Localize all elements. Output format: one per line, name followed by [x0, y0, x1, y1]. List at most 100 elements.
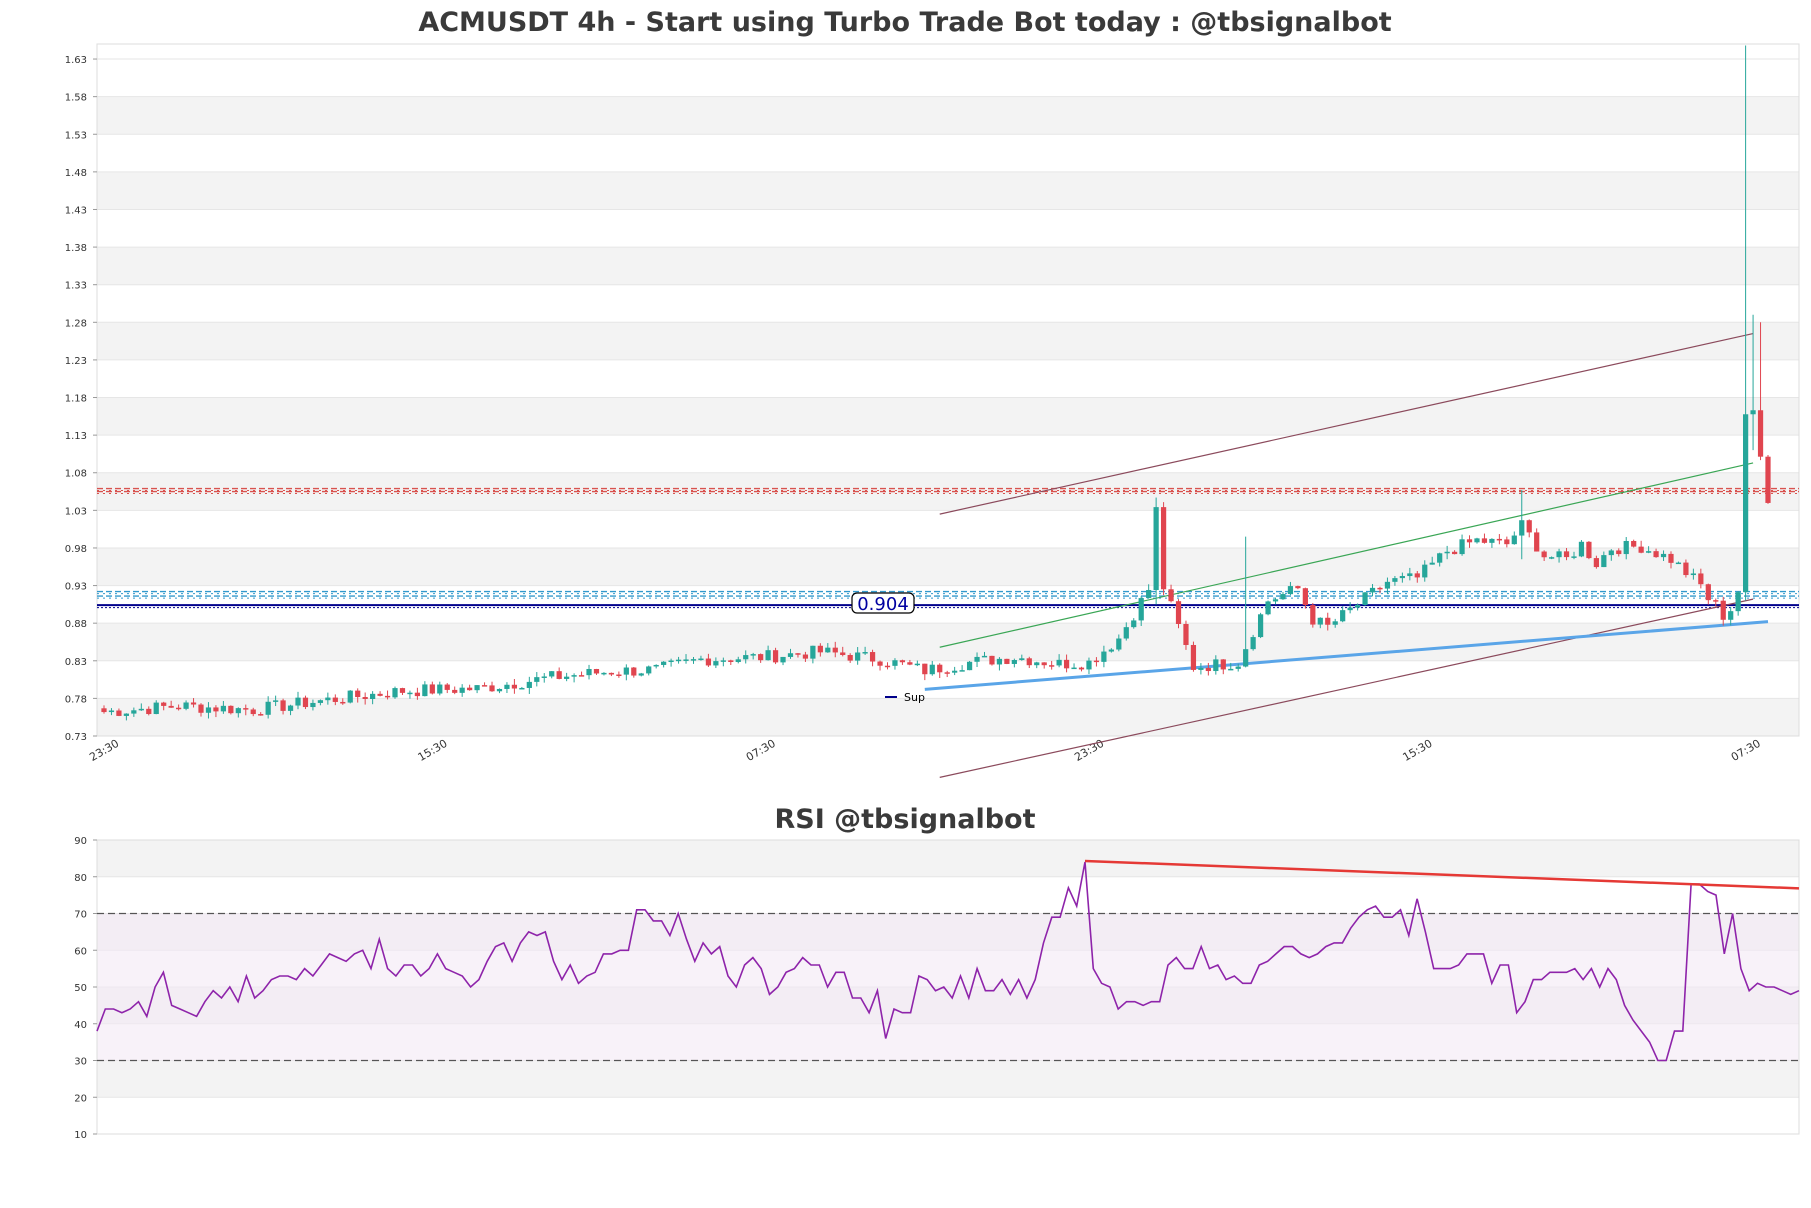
rsi-y-tick-label: 60	[74, 946, 87, 957]
price-x-tick-label: 07:30	[1729, 737, 1763, 764]
candle-body	[1690, 573, 1696, 576]
candle-body	[183, 702, 189, 709]
candle-body	[1623, 540, 1629, 555]
candle-body	[1578, 541, 1585, 557]
candle-body	[1668, 553, 1674, 563]
price-trendline	[924, 620, 1769, 691]
candle-body	[922, 663, 928, 675]
candle-body	[1123, 627, 1129, 639]
candle-body	[332, 697, 338, 702]
candle-body	[1101, 651, 1107, 662]
price-trendline	[939, 333, 1754, 515]
candle-body	[1153, 507, 1159, 590]
candle-body	[377, 693, 383, 696]
candle-body	[1041, 662, 1047, 666]
candle-body	[661, 661, 667, 665]
legend-sup-label: Sup	[904, 691, 925, 704]
candle-body	[176, 707, 182, 710]
candle-body	[1243, 649, 1249, 667]
rsi-y-tick-label: 20	[74, 1093, 87, 1104]
candle-body	[1548, 557, 1555, 559]
candle-body	[772, 650, 779, 663]
candle-body	[190, 702, 197, 705]
price-grid-band	[97, 698, 1799, 736]
candle-body	[1534, 532, 1540, 552]
candle-body	[1422, 564, 1428, 578]
rsi-y-axis: 90 80 70 60 50 40 30 20 10	[74, 836, 97, 1141]
candle-body	[1705, 584, 1711, 601]
candle-body	[1295, 586, 1301, 589]
price-x-tick-label: 23:30	[87, 737, 121, 764]
price-candles	[101, 45, 1771, 721]
candle-body	[1302, 588, 1308, 606]
candle-body	[556, 671, 562, 679]
candle-body	[101, 708, 107, 713]
candle-body	[243, 708, 249, 710]
price-y-tick-label: 1.18	[65, 394, 87, 405]
candle-body	[750, 654, 756, 656]
candle-body	[317, 700, 324, 703]
candle-body	[549, 671, 555, 677]
candle-body	[564, 676, 570, 679]
candle-body	[235, 708, 241, 714]
price-trendlines	[924, 333, 1769, 778]
price-y-tick-label: 0.93	[65, 582, 87, 593]
price-chart-title: ACMUSDT 4h - Start using Turbo Trade Bot…	[418, 7, 1391, 38]
candle-body	[347, 690, 353, 703]
rsi-reference-lines	[97, 912, 1799, 1062]
candle-body	[1541, 551, 1547, 558]
candle-body	[340, 701, 346, 704]
price-y-tick-label: 1.08	[65, 469, 87, 480]
candle-body	[123, 713, 129, 716]
candle-body	[1407, 573, 1413, 577]
price-x-tick-label: 23:30	[1072, 737, 1106, 764]
candle-body	[981, 655, 988, 658]
candle-body	[1086, 660, 1092, 670]
candle-body	[713, 661, 719, 666]
level-price-label: 0.904	[857, 594, 909, 615]
candle-body	[355, 690, 361, 698]
price-grid-band	[97, 397, 1799, 436]
candle-body	[1429, 562, 1435, 565]
candle-body	[1698, 573, 1704, 585]
candle-body	[825, 647, 831, 653]
candle-body	[907, 662, 913, 665]
candle-body	[370, 693, 376, 700]
price-y-tick-label: 1.43	[65, 205, 87, 216]
candle-body	[802, 654, 809, 659]
candle-body	[1034, 662, 1040, 666]
candle-body	[966, 661, 973, 671]
candle-body	[474, 685, 480, 691]
candle-body	[855, 652, 861, 661]
candle-body	[213, 707, 219, 712]
candle-body	[743, 655, 749, 660]
rsi-y-tick-label: 40	[74, 1020, 87, 1031]
level-price-label-group: 0.904	[851, 592, 915, 615]
candle-body	[1108, 649, 1114, 652]
candle-body	[631, 667, 637, 676]
candle-body	[168, 705, 174, 708]
price-plot-frame	[96, 43, 1800, 737]
candle-body	[1377, 587, 1383, 590]
candle-body	[728, 660, 734, 663]
price-y-tick-label: 0.78	[65, 694, 87, 705]
candle-body	[1638, 546, 1644, 553]
rsi-y-tick-label: 10	[74, 1130, 87, 1141]
candle-body	[1325, 617, 1331, 625]
candle-body	[310, 702, 316, 708]
candle-body	[571, 675, 577, 677]
candle-body	[959, 670, 965, 672]
candle-body	[1735, 592, 1741, 612]
candle-body	[1414, 573, 1420, 578]
price-x-tick-label: 15:30	[416, 737, 450, 764]
candle-body	[1586, 541, 1592, 559]
rsi-line-group	[96, 859, 1800, 1062]
candle-body	[675, 659, 682, 662]
candle-body	[1571, 556, 1577, 558]
candle-body	[1228, 668, 1234, 671]
price-y-tick-label: 1.48	[65, 168, 87, 179]
candle-body	[1220, 659, 1226, 670]
candle-body	[1563, 551, 1570, 558]
price-y-tick-label: 1.38	[65, 243, 87, 254]
